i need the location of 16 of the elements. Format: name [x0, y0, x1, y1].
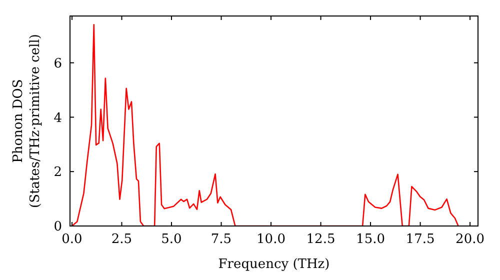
y-tick-label: 4: [54, 110, 62, 126]
x-tick-label: 15.0: [356, 232, 386, 248]
x-tick-label: 10.0: [256, 232, 286, 248]
x-tick-label: 12.5: [306, 232, 336, 248]
x-tick-label: 7.5: [210, 232, 232, 248]
x-tick-label: 17.5: [406, 232, 435, 248]
y-axis-title: Phonon DOS (States/THz·primitive cell): [11, 34, 43, 208]
line-series: [71, 24, 459, 226]
x-tick-label: 0.0: [62, 232, 82, 248]
x-axis-title: Frequency (THz): [218, 257, 330, 272]
y-tick-label: 2: [54, 165, 62, 180]
x-tick-label: 2.5: [111, 232, 132, 248]
x-tick-label: 20.0: [456, 232, 485, 248]
y-tick-label: 6: [54, 56, 62, 72]
y-tick-label: 0: [54, 220, 62, 235]
x-tick-label: 5.0: [161, 232, 182, 248]
